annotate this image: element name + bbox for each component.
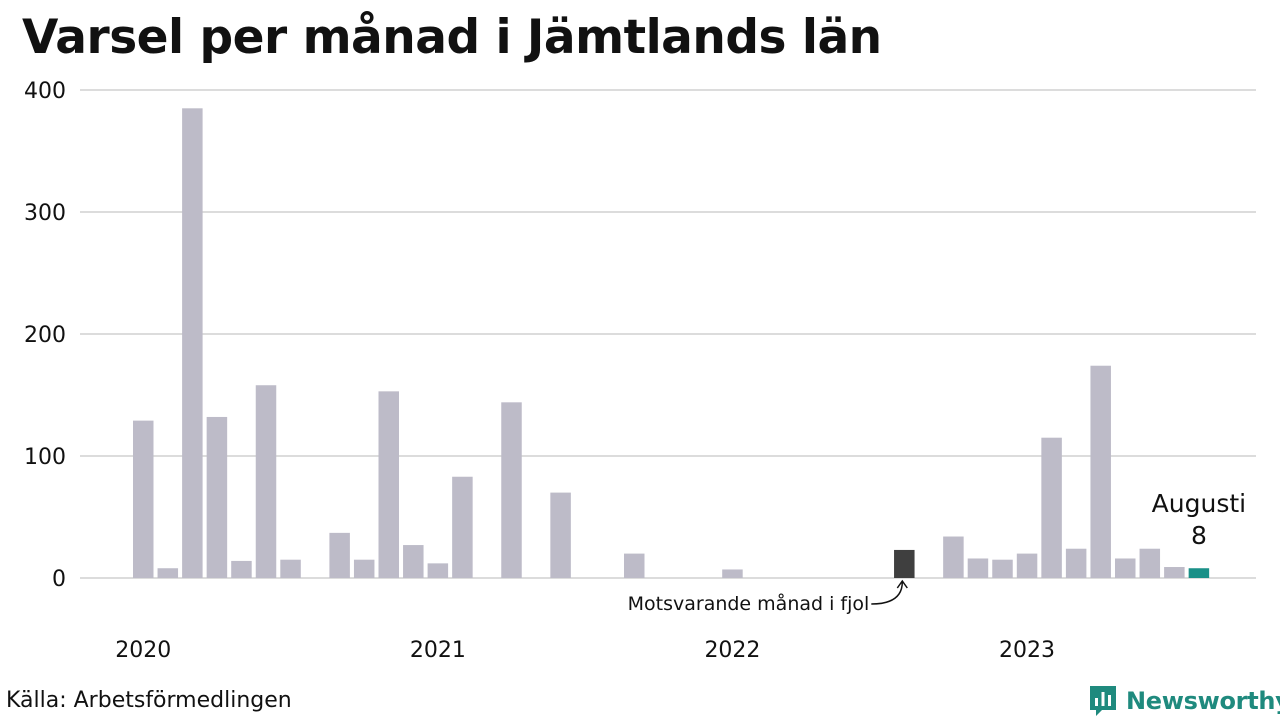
annotation-arrow (871, 582, 902, 604)
x-tick-label: 2023 (999, 638, 1055, 663)
bar[interactable] (722, 569, 743, 578)
bar[interactable] (1140, 549, 1161, 578)
bar[interactable] (894, 550, 915, 578)
bar[interactable] (182, 108, 203, 578)
bar[interactable] (624, 554, 645, 578)
bar[interactable] (158, 568, 179, 578)
bar[interactable] (1041, 438, 1062, 578)
current-month-label: Augusti (1152, 489, 1246, 518)
brand-name: Newsworthy (1126, 687, 1280, 715)
current-value-label: 8 (1191, 521, 1207, 550)
bar[interactable] (256, 385, 277, 578)
bar[interactable] (428, 563, 449, 578)
bar[interactable] (1189, 568, 1210, 578)
bar[interactable] (403, 545, 424, 578)
bars (133, 108, 1209, 578)
y-axis-ticks: 0 100 200 300 400 (24, 79, 66, 592)
bar[interactable] (207, 417, 228, 578)
bar[interactable] (943, 537, 964, 578)
bar-chart: 0 100 200 300 400 2020 2021 2022 2023 Augusti 8 M… (0, 0, 1280, 680)
bar[interactable] (133, 421, 154, 578)
bar[interactable] (501, 402, 522, 578)
bar[interactable] (354, 560, 375, 578)
y-tick-label: 400 (24, 79, 66, 104)
bar[interactable] (992, 560, 1013, 578)
bar[interactable] (550, 493, 571, 578)
bar[interactable] (1164, 567, 1185, 578)
bar[interactable] (1090, 366, 1111, 578)
bar[interactable] (329, 533, 350, 578)
y-tick-label: 200 (24, 323, 66, 348)
bar[interactable] (231, 561, 252, 578)
x-tick-label: 2020 (115, 638, 171, 663)
bar[interactable] (379, 391, 400, 578)
newsworthy-logo-icon (1088, 684, 1118, 718)
x-axis-ticks: 2020 2021 2022 2023 (115, 638, 1055, 663)
y-tick-label: 100 (24, 445, 66, 470)
bar[interactable] (1017, 554, 1038, 578)
x-tick-label: 2022 (704, 638, 760, 663)
bar[interactable] (452, 477, 473, 578)
source-note: Källa: Arbetsförmedlingen (6, 688, 292, 713)
bar[interactable] (1115, 558, 1136, 578)
y-tick-label: 0 (52, 567, 66, 592)
y-tick-label: 300 (24, 201, 66, 226)
x-tick-label: 2021 (410, 638, 466, 663)
brand-logo[interactable]: Newsworthy (1088, 684, 1280, 718)
bar[interactable] (280, 560, 301, 578)
bar[interactable] (968, 558, 989, 578)
bar[interactable] (1066, 549, 1087, 578)
previous-year-annotation: Motsvarande månad i fjol (628, 592, 870, 615)
